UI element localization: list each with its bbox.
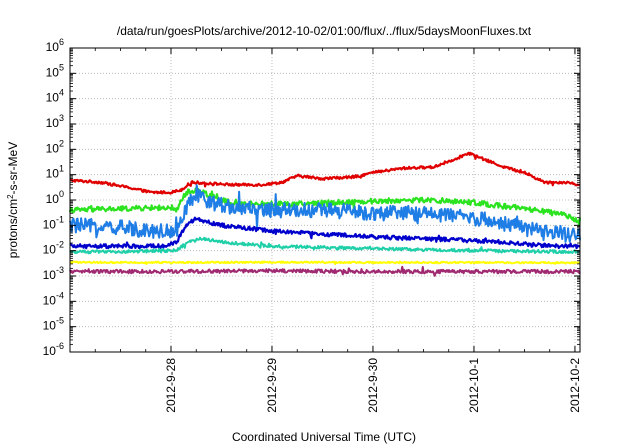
series-line [69, 216, 581, 250]
series-layer [68, 151, 582, 277]
x-tick-label: 2012-9-30 [366, 358, 380, 413]
x-axis-label: Coordinated Universal Time (UTC) [232, 430, 416, 444]
series-line [69, 260, 581, 265]
y-axis-label: protons/cm2-s-sr-MeV [6, 142, 20, 258]
x-tick-label: 2012-9-29 [265, 358, 279, 413]
x-tick-label: 2012-9-28 [164, 358, 178, 413]
series-line [69, 184, 581, 243]
chart-title: /data/run/goesPlots/archive/2012-10-02/0… [117, 24, 532, 38]
x-tick-label: 2012-10-1 [467, 358, 481, 413]
x-tick-label: 2012-10-2 [568, 358, 582, 413]
series-line [68, 187, 582, 227]
series-line [69, 151, 581, 195]
series-line [69, 265, 581, 277]
axis-ticks [70, 47, 580, 353]
x-axis-tick-labels: 2012-9-28 2012-9-29 2012-9-30 2012-10-1 2012… [164, 358, 582, 413]
series-line [69, 236, 581, 255]
